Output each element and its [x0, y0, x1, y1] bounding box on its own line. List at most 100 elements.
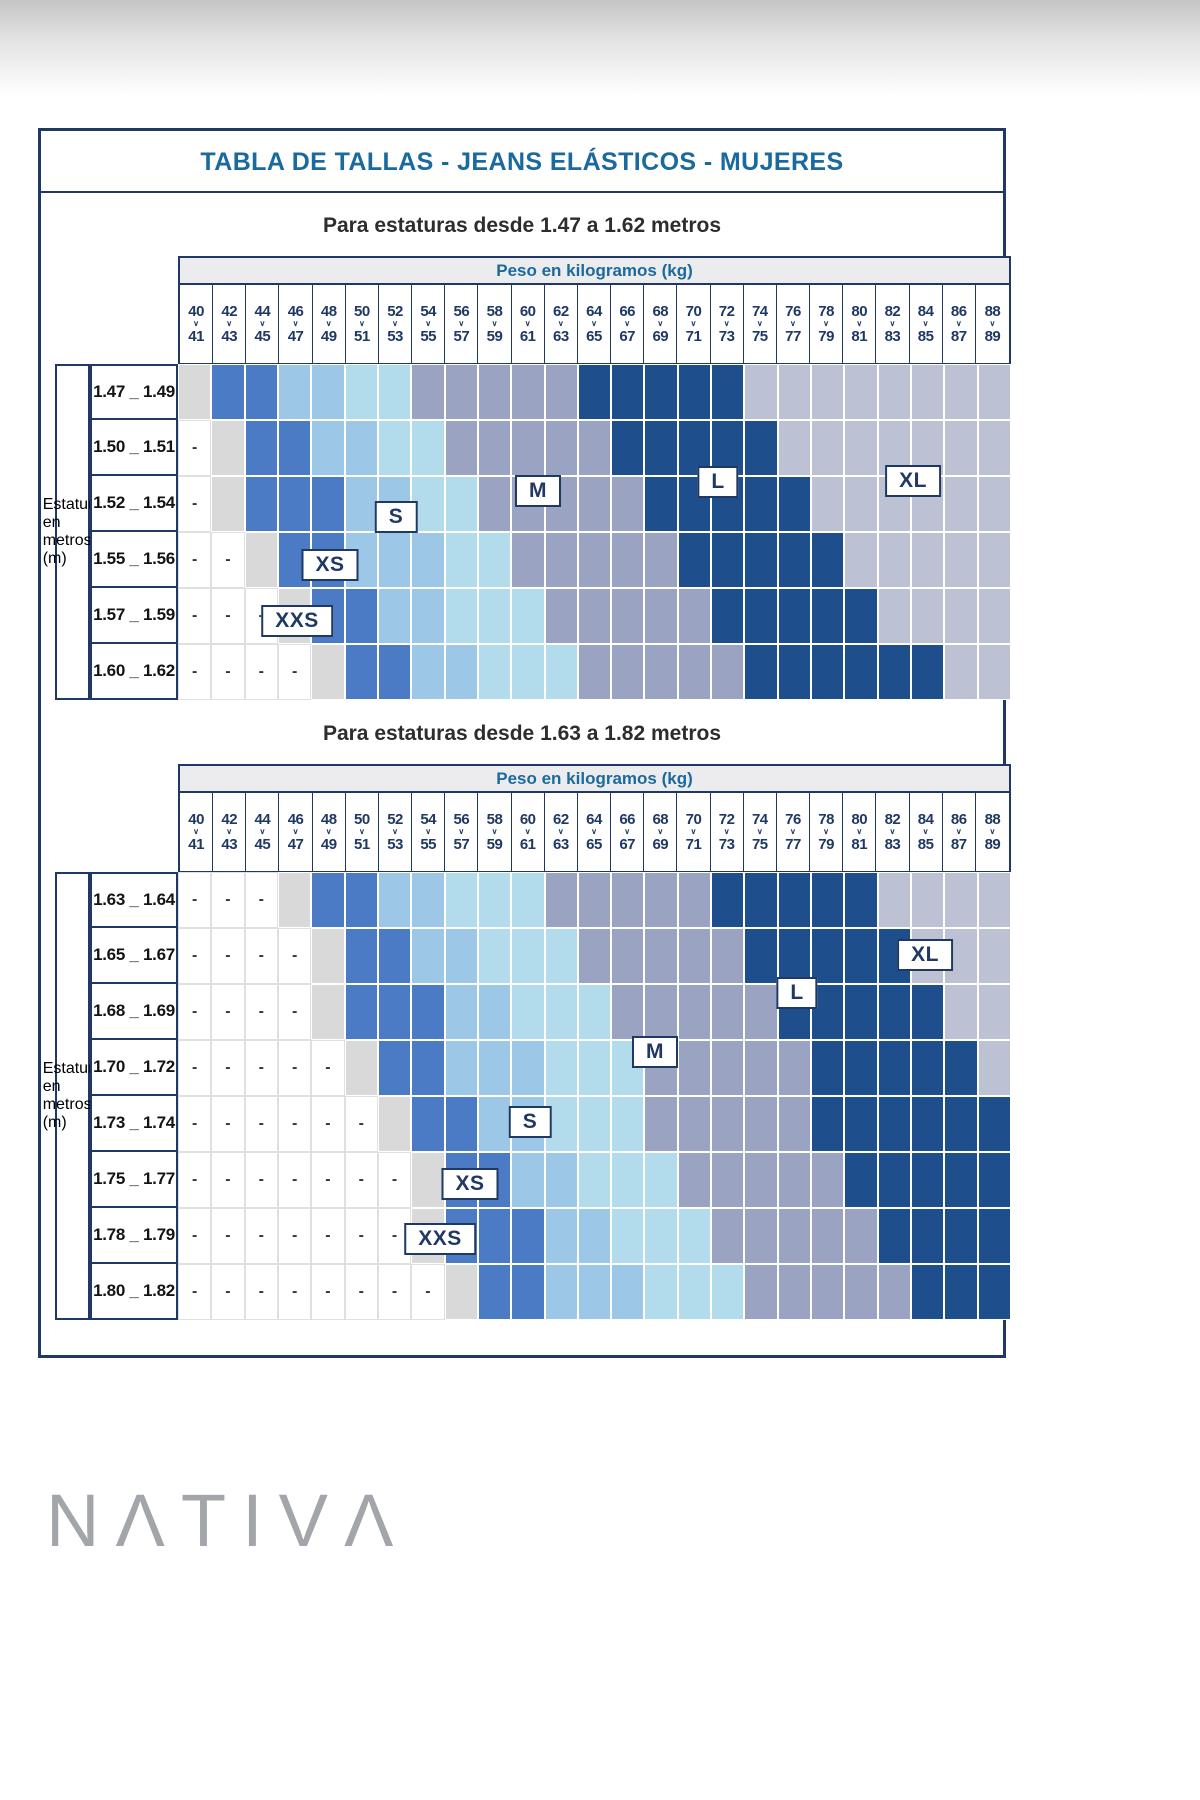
size-region-label: XXS	[261, 605, 333, 637]
size-cell: -	[244, 1264, 278, 1320]
size-cell	[911, 1096, 945, 1152]
size-cell	[444, 588, 478, 644]
weight-range-cell: 84 ∨ 85	[909, 285, 943, 363]
size-cell	[544, 984, 578, 1040]
size-cell	[411, 872, 445, 928]
weight-low: 46	[287, 810, 304, 828]
size-cell	[511, 1152, 545, 1208]
height-range-cell: 1.63 _ 1.64	[90, 872, 178, 928]
size-cell	[977, 872, 1011, 928]
size-cell	[877, 1096, 912, 1152]
chevron-down-icon: ∨	[524, 827, 531, 836]
weight-range-cell: 88 ∨ 89	[975, 285, 1009, 363]
size-cell	[544, 644, 578, 700]
size-cell	[877, 984, 912, 1040]
size-cell	[811, 588, 845, 644]
weight-low: 40	[188, 810, 204, 828]
size-cell	[577, 1264, 612, 1320]
weight-range-cell: 60 ∨ 61	[511, 793, 545, 871]
size-cell	[644, 928, 678, 984]
size-cell	[644, 644, 678, 700]
size-cell	[844, 1152, 878, 1208]
size-cell	[644, 588, 678, 644]
size-cell	[411, 1096, 445, 1152]
size-cell	[577, 928, 612, 984]
size-cell	[944, 1040, 978, 1096]
size-cell	[777, 532, 812, 588]
weight-range-cell: 84 ∨ 85	[909, 793, 943, 871]
chevron-down-icon: ∨	[226, 827, 233, 836]
weight-low: 80	[851, 810, 868, 828]
size-cell: -	[311, 1264, 345, 1320]
weight-low: 48	[320, 302, 337, 320]
size-cell	[611, 984, 645, 1040]
size-cell	[611, 1264, 645, 1320]
size-cell	[344, 476, 378, 532]
weight-range-cell: 48 ∨ 49	[312, 793, 346, 871]
size-cell	[344, 644, 378, 700]
size-cell	[977, 1096, 1011, 1152]
weight-high: 41	[188, 328, 204, 345]
weight-high: 79	[818, 328, 834, 345]
height-range-cell: 1.78 _ 1.79	[90, 1208, 178, 1264]
weight-axis-title: Peso en kilogramos (kg)	[180, 258, 1009, 285]
height-range-cell: 1.73 _ 1.74	[90, 1096, 178, 1152]
size-region-label: XS	[301, 549, 359, 581]
size-cell	[977, 1040, 1011, 1096]
size-cell	[844, 984, 878, 1040]
weight-low: 84	[917, 810, 934, 828]
weight-high: 71	[685, 328, 702, 345]
size-cell	[711, 1208, 745, 1264]
table-2-subtitle: Para estaturas desde 1.63 a 1.82 metros	[322, 722, 722, 745]
weight-range-cell: 44 ∨ 45	[246, 793, 280, 871]
weight-low: 52	[387, 810, 403, 828]
size-cell	[777, 1152, 812, 1208]
size-cell	[411, 1040, 445, 1096]
size-cell: -	[211, 928, 245, 984]
size-cell	[977, 1264, 1011, 1320]
size-cell	[744, 984, 778, 1040]
size-cell	[377, 984, 412, 1040]
size-cell	[444, 532, 478, 588]
weight-low: 68	[652, 302, 669, 320]
size-cell	[777, 588, 812, 644]
chevron-down-icon: ∨	[491, 319, 498, 328]
size-cell	[877, 1208, 912, 1264]
size-cell	[677, 644, 712, 700]
size-cell	[977, 1208, 1011, 1264]
size-cell	[644, 1096, 678, 1152]
size-cell	[511, 644, 545, 700]
size-cell	[511, 1264, 545, 1320]
size-cell	[977, 420, 1011, 476]
size-cell	[911, 364, 945, 420]
table-2-weight-header: Peso en kilogramos (kg) 40 ∨ 41 42 ∨ 43 44 ∨ 45 4…	[178, 764, 1011, 873]
size-cell	[811, 644, 845, 700]
size-cell	[511, 1208, 545, 1264]
size-cell	[511, 928, 545, 984]
chevron-down-icon: ∨	[756, 827, 763, 836]
size-cell	[811, 1096, 845, 1152]
size-cell	[944, 644, 978, 700]
weight-low: 66	[619, 302, 635, 320]
size-cell	[611, 476, 645, 532]
size-cell: -	[211, 872, 245, 928]
size-cell	[744, 476, 778, 532]
size-cell: -	[277, 1096, 312, 1152]
weight-low: 68	[652, 810, 669, 828]
chevron-down-icon: ∨	[193, 319, 199, 328]
weight-low: 62	[552, 810, 569, 828]
size-cell	[344, 588, 378, 644]
size-cell	[511, 588, 545, 644]
chevron-down-icon: ∨	[425, 827, 432, 836]
weight-low: 88	[984, 302, 1001, 320]
height-range-cell: 1.55 _ 1.56	[90, 532, 178, 588]
size-cell	[911, 588, 945, 644]
size-cell: -	[211, 588, 245, 644]
chevron-down-icon: ∨	[325, 319, 332, 328]
weight-low: 74	[751, 302, 768, 320]
size-cell	[377, 1040, 412, 1096]
size-cell	[711, 588, 745, 644]
weight-low: 80	[851, 302, 868, 320]
size-cell	[344, 364, 378, 420]
size-cell	[677, 588, 712, 644]
